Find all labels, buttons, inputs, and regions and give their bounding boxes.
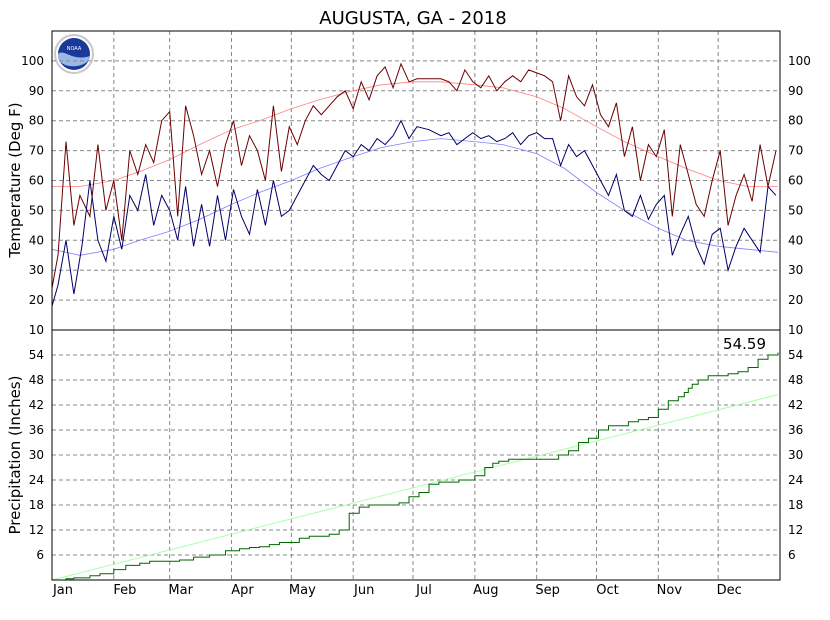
- temp-tick-right-40: 40: [788, 233, 803, 247]
- precip-series-normal: [51, 394, 779, 581]
- temp-series-max: [51, 62, 777, 289]
- temp-tick-right-90: 90: [788, 84, 803, 98]
- temperature-grid: [52, 31, 780, 331]
- temp-tick-left-40: 40: [29, 233, 44, 247]
- month-label-apr: Apr: [231, 583, 254, 598]
- temp-tick-left-10: 10: [29, 323, 44, 337]
- month-label-feb: Feb: [113, 583, 136, 598]
- precip-tick-right-42: 42: [788, 398, 803, 412]
- temp-tick-right-60: 60: [788, 174, 803, 188]
- temp-tick-left-90: 90: [29, 84, 44, 98]
- temp-series-normal-max: [52, 81, 778, 187]
- temp-tick-right-80: 80: [788, 114, 803, 128]
- precip-tick-left-18: 18: [29, 498, 44, 512]
- month-label-sep: Sep: [535, 583, 560, 598]
- month-label-nov: Nov: [657, 583, 683, 598]
- svg-text:NOAA: NOAA: [67, 46, 82, 52]
- month-label-may: May: [289, 583, 316, 598]
- month-label-dec: Dec: [717, 583, 742, 598]
- precip-tick-right-48: 48: [788, 373, 803, 387]
- precip-tick-left-6: 6: [36, 548, 44, 562]
- precip-tick-right-18: 18: [788, 498, 803, 512]
- precip-tick-right-24: 24: [788, 473, 803, 487]
- precipitation-grid: [52, 330, 780, 580]
- month-label-oct: Oct: [596, 583, 618, 598]
- temp-series-normal-min: [51, 138, 779, 256]
- month-label-mar: Mar: [168, 583, 193, 598]
- temp-tick-right-30: 30: [788, 263, 803, 277]
- month-labels: Jan Feb Mar Apr May Jun Jul Aug Sep Oct Nov Dec: [52, 583, 742, 598]
- precip-tick-left-30: 30: [29, 448, 44, 462]
- temp-tick-left-80: 80: [29, 114, 44, 128]
- temp-series-min: [51, 119, 777, 307]
- temperature-lines: [51, 62, 779, 307]
- temp-tick-left-100: 100: [21, 54, 44, 68]
- temp-tick-left-30: 30: [29, 263, 44, 277]
- precipitation-lines: [51, 352, 779, 581]
- temp-tick-right-100: 100: [788, 54, 811, 68]
- precip-tick-right-12: 12: [788, 523, 803, 537]
- noaa-logo: NOAA: [54, 34, 94, 74]
- temperature-ticks-left: 10 20 30 40 50 60 70 80 90 100: [21, 54, 44, 337]
- precipitation-ticks-right: 6 12 18 24 30 36 42 48 54: [788, 348, 803, 562]
- precipitation-frame: [51, 329, 781, 581]
- precip-tick-left-54: 54: [29, 348, 44, 362]
- precip-tick-right-36: 36: [788, 423, 803, 437]
- month-label-aug: Aug: [473, 583, 498, 598]
- precip-tick-left-12: 12: [29, 523, 44, 537]
- temp-tick-right-10: 10: [788, 323, 803, 337]
- temp-tick-left-60: 60: [29, 174, 44, 188]
- month-label-jul: Jul: [415, 583, 432, 598]
- precip-tick-right-54: 54: [788, 348, 803, 362]
- precip-tick-left-42: 42: [29, 398, 44, 412]
- precip-tick-right-30: 30: [788, 448, 803, 462]
- temp-tick-right-20: 20: [788, 293, 803, 307]
- precipitation-ticks-left: 6 12 18 24 30 36 42 48 54: [29, 348, 44, 562]
- month-label-jun: Jun: [353, 583, 374, 598]
- temp-tick-right-70: 70: [788, 144, 803, 158]
- temp-tick-left-20: 20: [29, 293, 44, 307]
- precip-series-observed: [52, 352, 779, 581]
- temp-tick-left-50: 50: [29, 203, 44, 217]
- precip-tick-left-36: 36: [29, 423, 44, 437]
- precip-tick-left-24: 24: [29, 473, 44, 487]
- precipitation-panel: 6 12 18 24 30 36 42 48 54 6 12 18 24 30 36 42 48 54 Prec…: [6, 330, 803, 581]
- temperature-panel: 10 20 30 40 50 60 70 80 90 100 10 20 30 40 50 60 70 80 90…: [6, 31, 811, 337]
- precip-tick-right-6: 6: [788, 548, 796, 562]
- temp-tick-left-70: 70: [29, 144, 44, 158]
- precip-tick-left-48: 48: [29, 373, 44, 387]
- chart-title: AUGUSTA, GA - 2018: [319, 8, 506, 29]
- precipitation-total-label: 54.59: [723, 335, 766, 353]
- temp-tick-right-50: 50: [788, 203, 803, 217]
- temperature-ticks-right: 10 20 30 40 50 60 70 80 90 100: [788, 54, 811, 337]
- chart-frames: [51, 30, 781, 581]
- temperature-axis-label: Temperature (Deg F): [6, 102, 24, 258]
- month-label-jan: Jan: [52, 583, 73, 598]
- precipitation-axis-label: Precipitation (Inches): [6, 376, 24, 535]
